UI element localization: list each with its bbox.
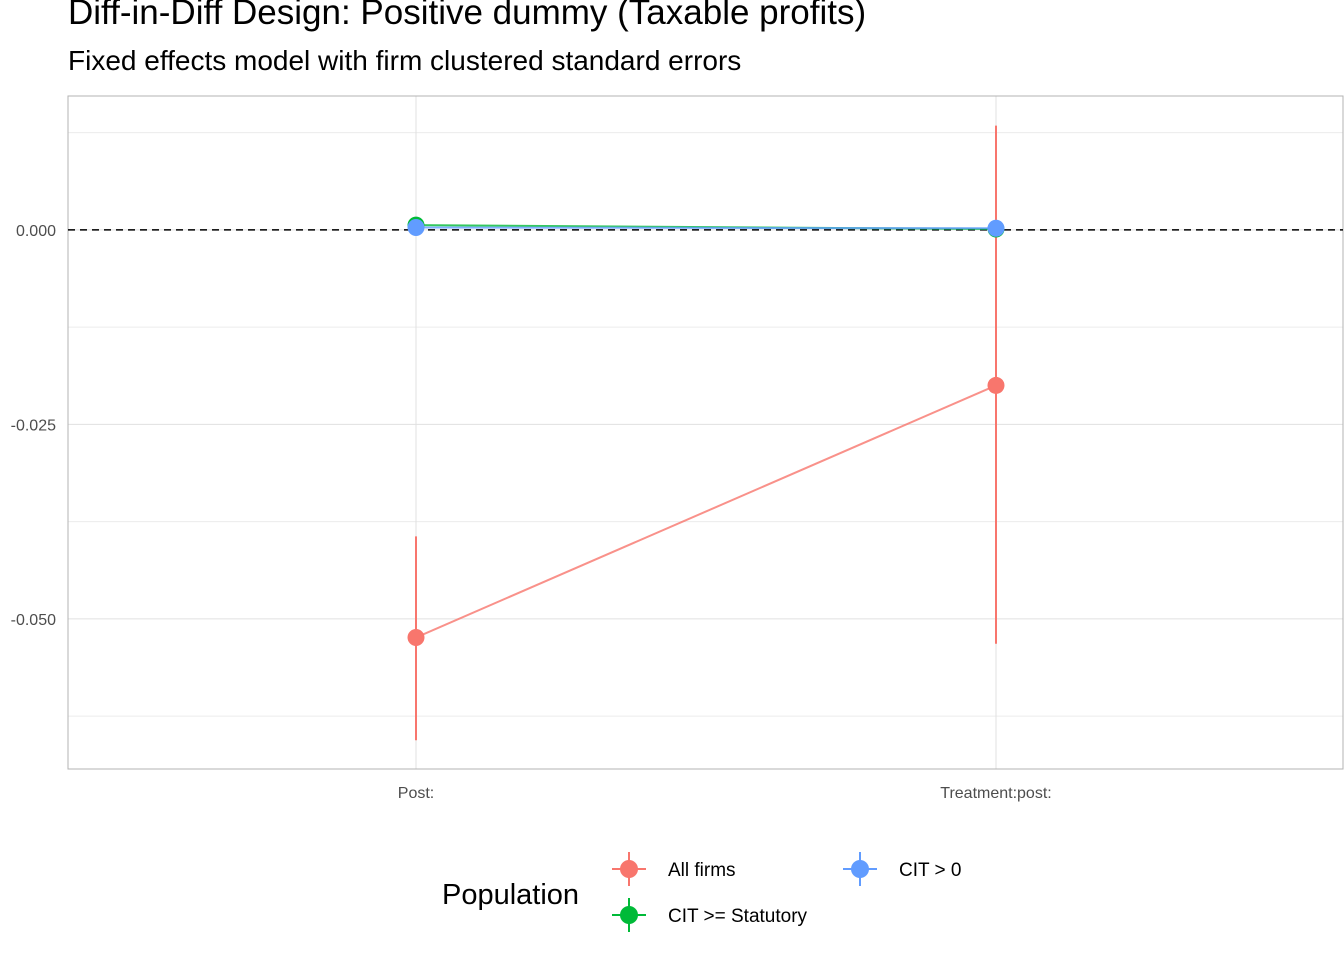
- data-point: [407, 629, 425, 647]
- legend-key-point: [620, 906, 638, 924]
- x-axis-ticks: Post: Treatment:post:: [398, 785, 1052, 802]
- legend-label: CIT >= Statutory: [668, 906, 808, 927]
- chart-title: Diff-in-Diff Design: Positive dummy (Tax…: [68, 0, 867, 32]
- y-tick-label: 0.000: [16, 223, 56, 240]
- legend-label: CIT > 0: [899, 860, 961, 881]
- legend-item-all-firms: All firms: [612, 852, 736, 886]
- legend-item-cit-statutory: CIT >= Statutory: [612, 898, 808, 932]
- series-line: [415, 384, 997, 639]
- legend-title: Population: [442, 879, 579, 911]
- series-layer: [407, 125, 1005, 741]
- panel-border: [67, 95, 1344, 770]
- y-tick-label: -0.050: [11, 612, 56, 629]
- chart-subtitle: Fixed effects model with firm clustered …: [68, 45, 742, 76]
- legend-key-point: [851, 860, 869, 878]
- series-cit-0: [407, 218, 1005, 237]
- legend-label: All firms: [668, 860, 736, 881]
- y-axis-ticks: -0.050 -0.025 0.000: [11, 223, 56, 629]
- y-tick-label: -0.025: [11, 417, 56, 434]
- data-point: [987, 376, 1005, 394]
- grid-minor-lines: [68, 132, 1343, 717]
- x-tick-label: Post:: [398, 785, 434, 802]
- grid-major-lines: [68, 96, 1343, 769]
- legend-item-cit-0: CIT > 0: [843, 852, 961, 886]
- legend-key-point: [620, 860, 638, 878]
- data-point: [987, 219, 1005, 237]
- series-all-firms: [407, 125, 1005, 741]
- series-line: [415, 226, 997, 230]
- data-point: [407, 218, 425, 236]
- x-tick-label: Treatment:post:: [940, 785, 1051, 802]
- legend: Population All firms CIT >= Statutory CIT >…: [442, 852, 961, 932]
